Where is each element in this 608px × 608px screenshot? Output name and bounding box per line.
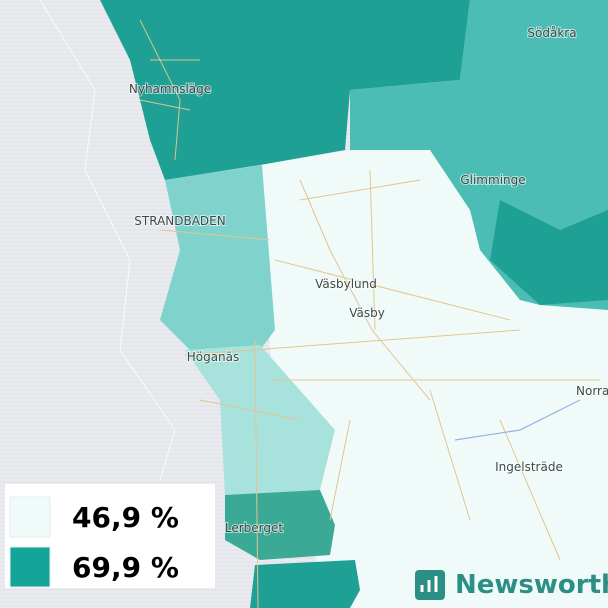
region-south [250, 560, 360, 608]
place-label: Lerberget [225, 521, 284, 535]
place-label: Väsby [349, 306, 385, 320]
roads [159, 169, 600, 608]
stream [454, 399, 581, 441]
logo-bars [420, 576, 438, 592]
legend-swatch [9, 496, 51, 538]
brand: Newsworthy [455, 570, 608, 600]
place-label: Norra [576, 384, 608, 398]
place-label: Glimminge [460, 173, 525, 187]
place-label: STRANDBADEN [134, 214, 225, 228]
region-lerberget [225, 490, 335, 560]
place-label: Nyhamnsläge [129, 82, 211, 96]
region-light [260, 150, 608, 608]
place-label: Väsbylund [315, 277, 377, 291]
region-hoganas [185, 345, 335, 495]
region-dark [100, 0, 470, 180]
place-label: Södåkra [527, 26, 576, 40]
legend-label: 69,9 % [72, 551, 179, 584]
legend-swatch [9, 546, 51, 588]
place-label: Ingelsträde [495, 460, 563, 474]
region-dark-east [490, 200, 608, 305]
roads-north [139, 19, 200, 161]
region-strandbaden [160, 165, 275, 350]
legend-label: 46,9 % [72, 501, 179, 534]
sea-border [39, 0, 176, 481]
place-label: Höganäs [187, 350, 240, 364]
